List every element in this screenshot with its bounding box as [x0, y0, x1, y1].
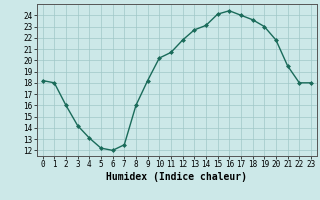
X-axis label: Humidex (Indice chaleur): Humidex (Indice chaleur)	[106, 172, 247, 182]
